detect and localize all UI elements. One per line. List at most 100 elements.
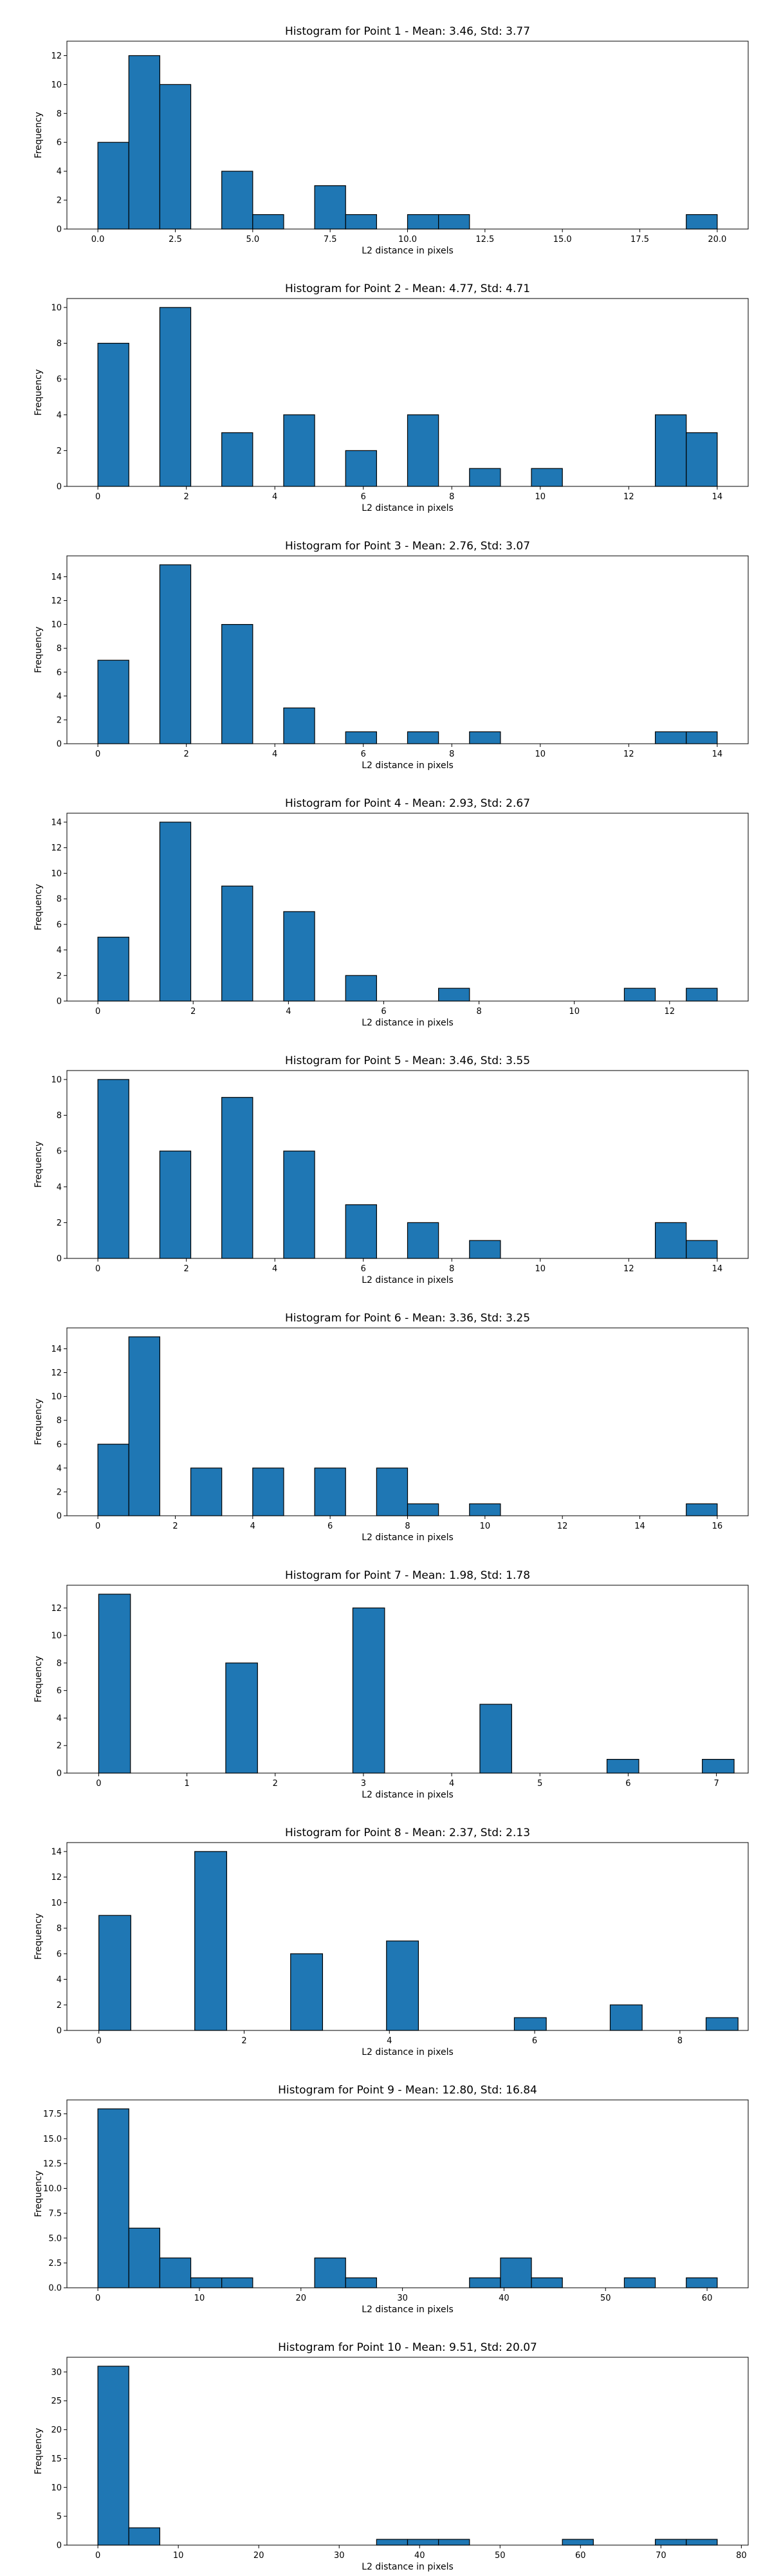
x-tick-label: 6 xyxy=(361,750,366,759)
y-tick-label: 7.5 xyxy=(48,2209,62,2219)
y-tick-label: 2 xyxy=(57,1487,62,1497)
x-tick-label: 16 xyxy=(712,1522,723,1531)
chart-title: Histogram for Point 4 - Mean: 2.93, Std:… xyxy=(285,797,530,810)
histogram-bar xyxy=(407,731,439,744)
x-tick-label: 2 xyxy=(184,1264,189,1274)
x-tick-label: 0 xyxy=(95,2551,100,2561)
histogram-bar xyxy=(290,1953,324,2031)
y-tick-label: 8 xyxy=(57,644,62,654)
y-axis-label: Frequency xyxy=(33,2171,44,2217)
y-axis-label: Frequency xyxy=(33,627,44,673)
y-tick-label: 20 xyxy=(51,2425,62,2435)
x-tick-label: 4 xyxy=(272,750,277,759)
y-tick-label: 10 xyxy=(51,1392,62,1402)
y-tick-label: 0 xyxy=(57,225,62,235)
y-tick-label: 5 xyxy=(57,2512,62,2522)
y-tick-label: 2 xyxy=(57,971,62,981)
histogram-bar xyxy=(159,307,192,487)
x-tick-label: 7 xyxy=(713,1779,719,1789)
x-tick-label: 10 xyxy=(535,492,546,502)
x-tick-label: 6 xyxy=(327,1522,333,1531)
histogram-bar xyxy=(654,2539,687,2546)
histogram-bar xyxy=(97,142,129,230)
x-tick-label: 0 xyxy=(95,1007,100,1017)
y-tick-label: 10 xyxy=(51,80,62,90)
histogram-bar xyxy=(606,1759,639,1774)
y-axis-label: Frequency xyxy=(33,1141,44,1188)
y-tick-label: 6 xyxy=(57,1147,62,1157)
x-tick-label: 2 xyxy=(273,1779,278,1789)
y-tick-label: 6 xyxy=(57,1949,62,1959)
histogram-panel-8: Histogram for Point 8 - Mean: 2.37, Std:… xyxy=(33,1826,749,2057)
axes-frame xyxy=(66,1070,749,1259)
x-tick-label: 2.5 xyxy=(169,235,182,244)
histogram-bar xyxy=(97,937,129,1002)
y-axis-label: Frequency xyxy=(33,1656,44,1702)
x-tick-label: 8 xyxy=(677,2036,683,2046)
histogram-panel-9: Histogram for Point 9 - Mean: 12.80, Std… xyxy=(33,2084,749,2315)
axes-frame xyxy=(66,298,749,487)
y-axis-label: Frequency xyxy=(33,1913,44,1960)
y-tick-label: 0 xyxy=(57,483,62,492)
histogram-bar xyxy=(705,2017,739,2031)
x-tick-label: 6 xyxy=(361,1264,366,1274)
y-tick-label: 4 xyxy=(57,167,62,177)
y-tick-label: 10 xyxy=(51,1632,62,1641)
x-tick-label: 70 xyxy=(656,2551,666,2561)
x-tick-label: 4 xyxy=(250,1522,255,1531)
histogram-bar xyxy=(314,185,346,230)
histogram-bar xyxy=(623,2277,656,2288)
x-tick-label: 1 xyxy=(184,1779,189,1789)
axes-frame xyxy=(66,813,749,1002)
y-axis-label: Frequency xyxy=(33,112,44,158)
x-tick-label: 8 xyxy=(449,750,454,759)
y-tick-label: 4 xyxy=(57,1975,62,1985)
x-tick-label: 4 xyxy=(286,1007,291,1017)
histogram-panel-4: Histogram for Point 4 - Mean: 2.93, Std:… xyxy=(33,797,749,1028)
axes-frame xyxy=(66,2357,749,2546)
y-tick-label: 6 xyxy=(57,138,62,148)
histogram-bar xyxy=(686,1240,718,1259)
x-tick-label: 17.5 xyxy=(630,235,649,244)
x-tick-label: 2 xyxy=(184,492,189,502)
histogram-bar xyxy=(376,2539,409,2546)
x-tick-label: 10.0 xyxy=(398,235,417,244)
y-tick-label: 2 xyxy=(57,2001,62,2010)
histogram-bar xyxy=(438,2539,470,2546)
y-tick-label: 0 xyxy=(57,2541,62,2551)
chart-title: Histogram for Point 5 - Mean: 3.46, Std:… xyxy=(285,1054,530,1067)
y-tick-label: 4 xyxy=(57,410,62,420)
histogram-bar xyxy=(314,1467,346,1516)
x-tick-label: 4 xyxy=(449,1779,454,1789)
x-tick-label: 5 xyxy=(537,1779,542,1789)
y-tick-label: 8 xyxy=(57,1111,62,1121)
x-tick-label: 60 xyxy=(575,2551,586,2561)
y-tick-label: 8 xyxy=(57,339,62,349)
y-tick-label: 10 xyxy=(51,2483,62,2493)
histogram-bar xyxy=(686,731,718,744)
histogram-bar xyxy=(283,707,315,744)
histogram-panel-6: Histogram for Point 6 - Mean: 3.36, Std:… xyxy=(33,1312,749,1543)
histogram-bar xyxy=(345,731,377,744)
y-tick-label: 6 xyxy=(57,668,62,677)
x-tick-label: 10 xyxy=(173,2551,184,2561)
y-tick-label: 2 xyxy=(57,446,62,456)
chart-title: Histogram for Point 10 - Mean: 9.51, Std… xyxy=(278,2341,537,2354)
histogram-bar xyxy=(97,2108,129,2288)
y-tick-label: 14 xyxy=(51,818,62,827)
histogram-bar xyxy=(654,731,687,744)
histogram-bar xyxy=(686,214,718,230)
x-tick-label: 60 xyxy=(702,2294,713,2303)
y-tick-label: 8 xyxy=(57,1924,62,1934)
histogram-bar xyxy=(97,2366,129,2546)
y-tick-label: 4 xyxy=(57,1182,62,1192)
y-tick-label: 4 xyxy=(57,1714,62,1724)
y-tick-label: 12 xyxy=(51,51,62,61)
x-axis-label: L2 distance in pixels xyxy=(362,1275,454,1285)
y-tick-label: 12 xyxy=(51,843,62,853)
y-tick-label: 12 xyxy=(51,1873,62,1882)
x-axis-label: L2 distance in pixels xyxy=(362,760,454,771)
histogram-bar xyxy=(97,342,129,487)
x-tick-label: 6 xyxy=(625,1779,630,1789)
y-tick-label: 10 xyxy=(51,620,62,630)
